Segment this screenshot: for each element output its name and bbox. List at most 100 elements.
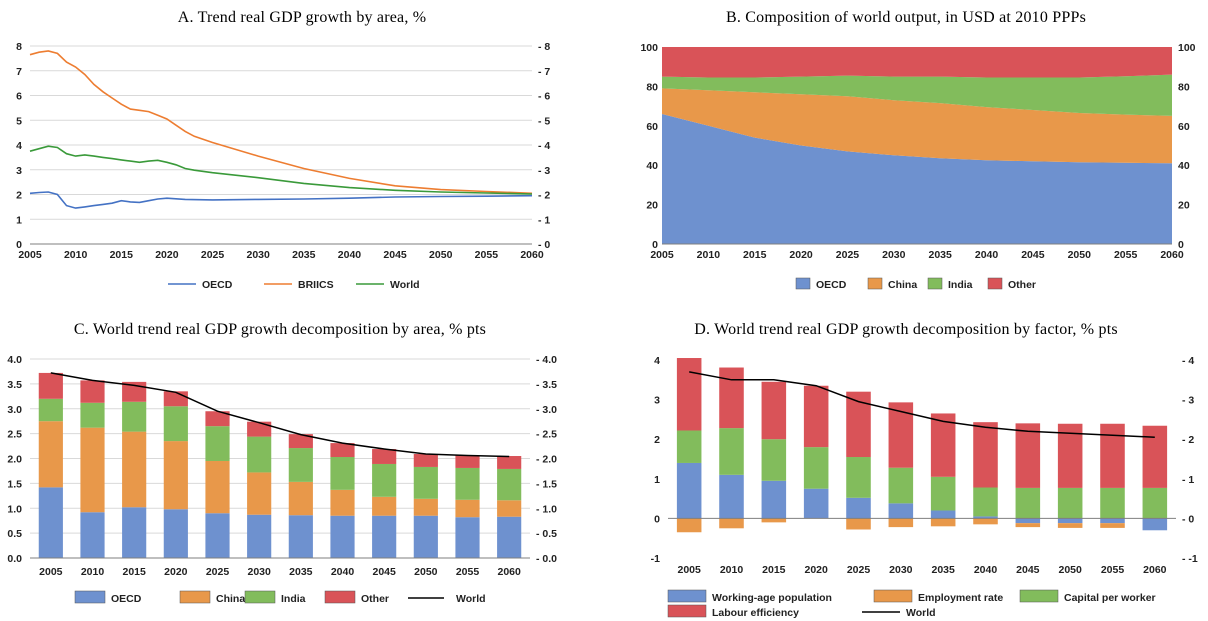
y-tick-label-right: - 1.5 [536,478,557,490]
y-tick-label-right: - 3.5 [536,379,557,391]
bar-segment-capital-per-worker [1057,487,1083,519]
x-tick-label: 2045 [1016,564,1040,576]
x-tick-label: 2045 [372,566,396,578]
bar-segment-employment-rate [1015,523,1041,528]
bar-segment-employment-rate [846,518,871,530]
y-tick-label-right: - 3 [1182,395,1194,407]
x-tick-label: 2060 [1143,564,1167,576]
x-tick-label: 2005 [677,564,701,576]
x-tick-label-b: 2045 [1021,249,1045,261]
bar-segment-china [455,499,480,518]
bar-segment-china [122,431,147,508]
bar-segment-china [413,498,438,516]
bar-segment-india [497,468,522,501]
bar-segment-oecd [38,487,63,558]
x-tick-label-a: 2035 [292,249,316,261]
y-tick-label-b-left: 60 [646,121,658,133]
panel-d-decomposition-by-factor: D. World trend real GDP growth decomposi… [604,310,1208,621]
bar-segment-india [455,467,480,500]
legend-label-oecd: OECD [111,593,142,605]
x-tick-label-a: 2060 [520,249,544,261]
bar-segment-china [38,421,63,488]
legend-label-briics: BRIICS [298,279,334,291]
y-tick-label-left: 2 [654,434,660,446]
y-tick-label-a-left: 3 [16,165,22,177]
legend-swatch-employment-rate [873,589,913,603]
y-tick-label-a-right: - 4 [538,140,550,152]
x-tick-label: 2015 [122,566,146,578]
bar-segment-oecd [372,515,397,558]
bar-segment-employment-rate [930,518,956,527]
series-line-world [50,372,510,458]
legend-swatch-india [244,590,276,604]
y-tick-label-right: - 2.5 [536,429,557,441]
bar-segment-other [163,391,188,407]
y-tick-label-right: - 1 [1182,474,1194,486]
bar-segment-china [497,500,522,517]
legend-swatch-oecd [795,277,811,290]
y-tick-label-b-right: 100 [1178,42,1196,54]
y-tick-label-a-right: - 6 [538,91,550,103]
bar-segment-working-age-population [1015,518,1041,524]
legend-swatch-labour-efficiency [667,604,707,618]
chart-b-svg: B. Composition of world output, in USD a… [640,9,1196,291]
bar-segment-labour-efficiency [846,391,871,458]
bar-segment-india [205,426,230,461]
bar-segment-other [455,455,480,468]
bar-segment-india [122,401,147,432]
y-tick-label-right: - 4 [1182,355,1194,367]
y-tick-label-b-right: 0 [1178,239,1184,251]
y-tick-label-right: - 3.0 [536,404,557,416]
bar-segment-working-age-population [973,516,998,519]
x-tick-label-a: 2010 [64,249,88,261]
bar-segment-employment-rate [761,518,787,523]
x-tick-label-b: 2010 [697,249,721,261]
x-tick-label-a: 2020 [155,249,179,261]
x-tick-label: 2040 [974,564,998,576]
bar-segment-oecd [80,512,105,558]
bar-segment-china [247,472,272,515]
y-tick-label-a-left: 7 [16,66,22,78]
legend-label-labour-efficiency: Labour efficiency [712,607,799,619]
y-tick-label-right: - 2.0 [536,454,557,466]
y-tick-label-right: - 2 [1182,434,1194,446]
y-tick-label-right: - 4.0 [536,354,557,366]
bar-segment-labour-efficiency [761,381,787,440]
bar-segment-labour-efficiency [803,385,829,448]
x-tick-label-a: 2015 [110,249,134,261]
bar-segment-labour-efficiency [930,413,956,477]
bar-segment-capital-per-worker [973,487,998,517]
bar-segment-other [247,421,272,437]
x-tick-label: 2055 [1101,564,1125,576]
legend-label-working-age-population: Working-age population [712,592,832,604]
bar-segment-capital-per-worker [1015,487,1041,519]
bar-segment-capital-per-worker [676,430,702,463]
y-tick-label-b-left: 80 [646,81,658,93]
bar-segment-other [288,434,313,449]
bar-segment-labour-efficiency [1142,425,1168,488]
bar-segment-china [80,427,105,513]
bar-segment-capital-per-worker [888,467,914,504]
bar-segment-employment-rate [719,518,744,529]
y-tick-label-left: 4 [654,355,660,367]
y-tick-label-left: 2.5 [7,429,22,441]
legend-label-employment-rate: Employment rate [918,592,1003,604]
x-tick-label-a: 2045 [383,249,407,261]
bar-segment-china [205,460,230,514]
x-tick-label: 2015 [762,564,786,576]
legend-swatch-capital-per-worker [1019,589,1059,603]
x-tick-label-b: 2020 [789,249,813,261]
y-tick-label-a-left: 5 [16,115,22,127]
y-tick-label-a-left: 4 [16,140,22,152]
legend-label-other: Other [361,593,389,605]
x-tick-label-a: 2050 [429,249,453,261]
bar-segment-other [372,449,397,464]
chart-b-title: B. Composition of world output, in USD a… [726,9,1086,26]
legend-label-oecd: OECD [202,279,233,291]
y-tick-label-b-right: 80 [1178,81,1190,93]
area-other [662,47,1172,78]
bar-segment-other [80,380,105,403]
x-tick-label: 2020 [164,566,188,578]
legend-label-oecd: OECD [816,279,847,291]
y-tick-label-left: 4.0 [7,354,22,366]
